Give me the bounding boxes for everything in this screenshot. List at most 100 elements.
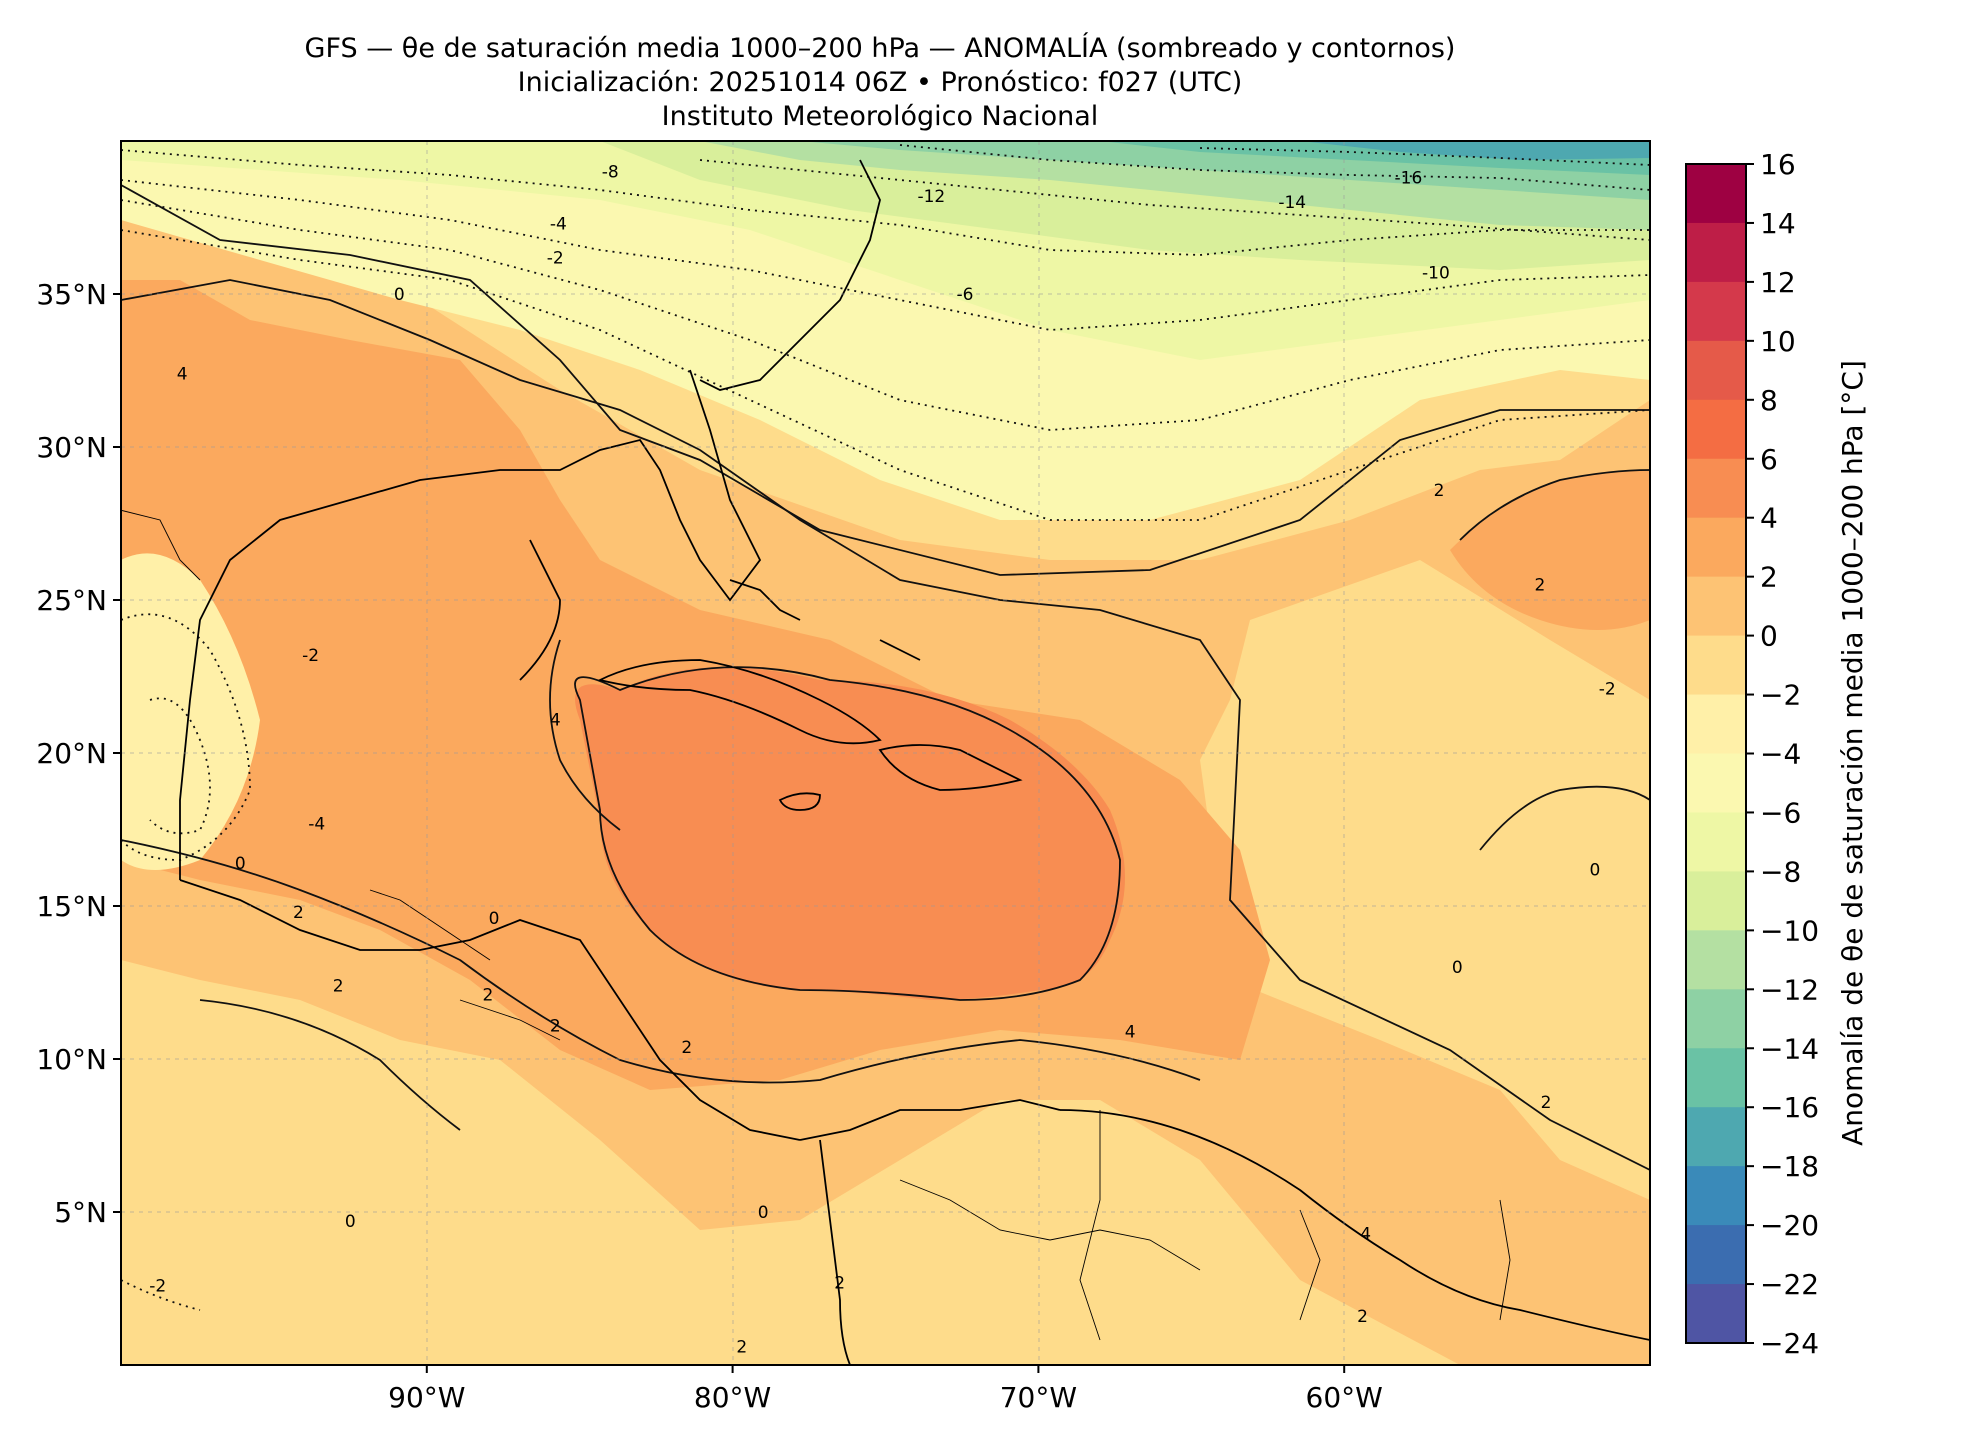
lat-tick-label: 25°N: [36, 584, 107, 617]
colorbar-bin: [1686, 281, 1746, 342]
contour-label: -4: [550, 215, 567, 235]
contour-label: 2: [483, 986, 494, 1006]
colorbar-bin: [1686, 399, 1746, 460]
contour-label: 0: [235, 854, 246, 874]
lat-tick-label: 5°N: [54, 1196, 107, 1229]
gridlines: [121, 141, 1650, 1365]
colorbar-bin: [1686, 753, 1746, 813]
colorbar-bin: [1686, 576, 1746, 637]
colorbar-tick-label: 6: [1760, 443, 1778, 476]
lon-tick-label: 70°W: [1000, 1381, 1077, 1414]
lat-tick-label: 15°N: [36, 890, 107, 923]
colorbar-bin: [1686, 871, 1746, 931]
contour-label: 0: [345, 1212, 356, 1232]
colorbar-bin: [1686, 222, 1746, 283]
field-band-neg-14-16: [1300, 141, 1650, 160]
contour-label: -2: [149, 1276, 166, 1296]
lat-tick-label: 35°N: [36, 278, 107, 311]
contour-label: 2: [736, 1338, 747, 1358]
colorbar-tick-label: 2: [1760, 561, 1778, 594]
contour-label: 0: [1590, 860, 1601, 880]
field-band-east-warm: [1450, 470, 1650, 630]
contours-dotted: [121, 144, 1650, 1311]
colorbar-tick-label: −18: [1760, 1150, 1819, 1183]
lat-tick-label: 30°N: [36, 431, 107, 464]
colorbar-tick-label: −6: [1760, 796, 1801, 829]
title-line-2: Inicialización: 20251014 06Z • Pronóstic…: [517, 67, 1243, 98]
colorbar-bin: [1686, 517, 1746, 578]
contour-label: -2: [1599, 680, 1616, 700]
colorbar-tick-label: −4: [1760, 738, 1801, 771]
colorbar-tick-label: −10: [1760, 914, 1819, 947]
colorbar-bin: [1686, 1284, 1746, 1344]
contour-label: 2: [550, 1016, 561, 1036]
colorbar-tick-label: −24: [1760, 1327, 1819, 1360]
colorbar-tick-label: 12: [1760, 266, 1796, 299]
colorbar-bin: [1686, 458, 1746, 519]
lat-tick-label: 10°N: [36, 1043, 107, 1076]
colorbar-tick-label: 0: [1760, 620, 1778, 653]
colorbar-bin: [1686, 1166, 1746, 1226]
contour-label: 4: [1125, 1022, 1136, 1042]
contour-label: 4: [1360, 1224, 1371, 1244]
colorbar-tick-label: −2: [1760, 679, 1801, 712]
colorbar-tick-label: −20: [1760, 1209, 1819, 1242]
contour-label: 0: [394, 285, 405, 305]
contour-label: 4: [177, 365, 188, 385]
map-plot-area: -16 -14 -12 -10 -8 -6 -4 -2 0 2 2 -2 -2 -4 0 4 4 0 2 2 2 2 2 4 0…: [121, 141, 1650, 1365]
colorbar-tick-label: −12: [1760, 973, 1819, 1006]
colorbar-bin: [1686, 1225, 1746, 1285]
colorbar-tick-label: 10: [1760, 325, 1796, 358]
coastlines: [179, 159, 1650, 1365]
colorbar-tick-label: −14: [1760, 1032, 1819, 1065]
longitude-ticks: 90°W 80°W 70°W 60°W: [388, 1365, 1383, 1414]
contour-label: 2: [1434, 481, 1445, 501]
field-band-6-8-caribbean: [575, 667, 1125, 1000]
contour-label: -2: [302, 646, 319, 666]
colorbar-tick-label: 8: [1760, 384, 1778, 417]
contour-label: -4: [308, 814, 325, 834]
contour-label: 0: [489, 909, 500, 929]
contour-label: 2: [681, 1038, 692, 1058]
contour-label: -6: [957, 285, 974, 305]
field-band-neg-mexico: [121, 553, 260, 870]
contour-label: 0: [1452, 958, 1463, 978]
contour-label: 2: [834, 1273, 845, 1293]
contour-label: 2: [1541, 1093, 1552, 1113]
lat-tick-label: 20°N: [36, 737, 107, 770]
title-line-1: GFS — θe de saturación media 1000–200 hP…: [304, 33, 1456, 64]
contour-label: 2: [293, 903, 304, 923]
lon-tick-label: 60°W: [1306, 1381, 1383, 1414]
lon-tick-label: 90°W: [388, 1381, 465, 1414]
contours-solid: [121, 184, 1650, 1171]
contour-label: -10: [1422, 264, 1450, 284]
colorbar-bin: [1686, 1048, 1746, 1108]
colorbar-bin: [1686, 812, 1746, 872]
colorbar-label: Anomalía de θe de saturación media 1000–…: [1836, 360, 1869, 1146]
lon-tick-label: 80°W: [694, 1381, 771, 1414]
latitude-ticks: 5°N 10°N 15°N 20°N 25°N 30°N 35°N: [36, 278, 121, 1229]
colorbar: 16 14 12 10 8 6 4 2 0 −2 −4 −6 −8 −10 −12 −14 −16 −18 −20 −…: [1685, 148, 1819, 1360]
colorbar-tick-label: 4: [1760, 502, 1778, 535]
colorbar-bin: [1686, 989, 1746, 1049]
contour-label: -2: [547, 248, 564, 268]
contour-label: 4: [550, 710, 561, 730]
contour-labels: -16 -14 -12 -10 -8 -6 -4 -2 0 2 2 -2 -2 -4 0 4 4 0 2 2 2 2 2 4 0…: [149, 163, 1615, 1358]
contour-label: -16: [1395, 169, 1423, 189]
colorbar-bin: [1686, 930, 1746, 990]
colorbar-tick-label: −16: [1760, 1091, 1819, 1124]
contour-label: 2: [1534, 576, 1545, 596]
colorbar-bin: [1686, 635, 1746, 696]
title-line-3: Instituto Meteorológico Nacional: [661, 101, 1099, 132]
colorbar-tick-label: −22: [1760, 1268, 1819, 1301]
colorbar-tick-label: 16: [1760, 148, 1796, 181]
contour-label: 2: [1357, 1307, 1368, 1327]
contour-label: 0: [758, 1203, 769, 1223]
contour-label: -12: [917, 187, 945, 207]
colorbar-bin: [1686, 164, 1746, 224]
contour-label: -14: [1278, 193, 1306, 213]
contour-label: -8: [602, 163, 619, 183]
contour-label: 2: [333, 977, 344, 997]
